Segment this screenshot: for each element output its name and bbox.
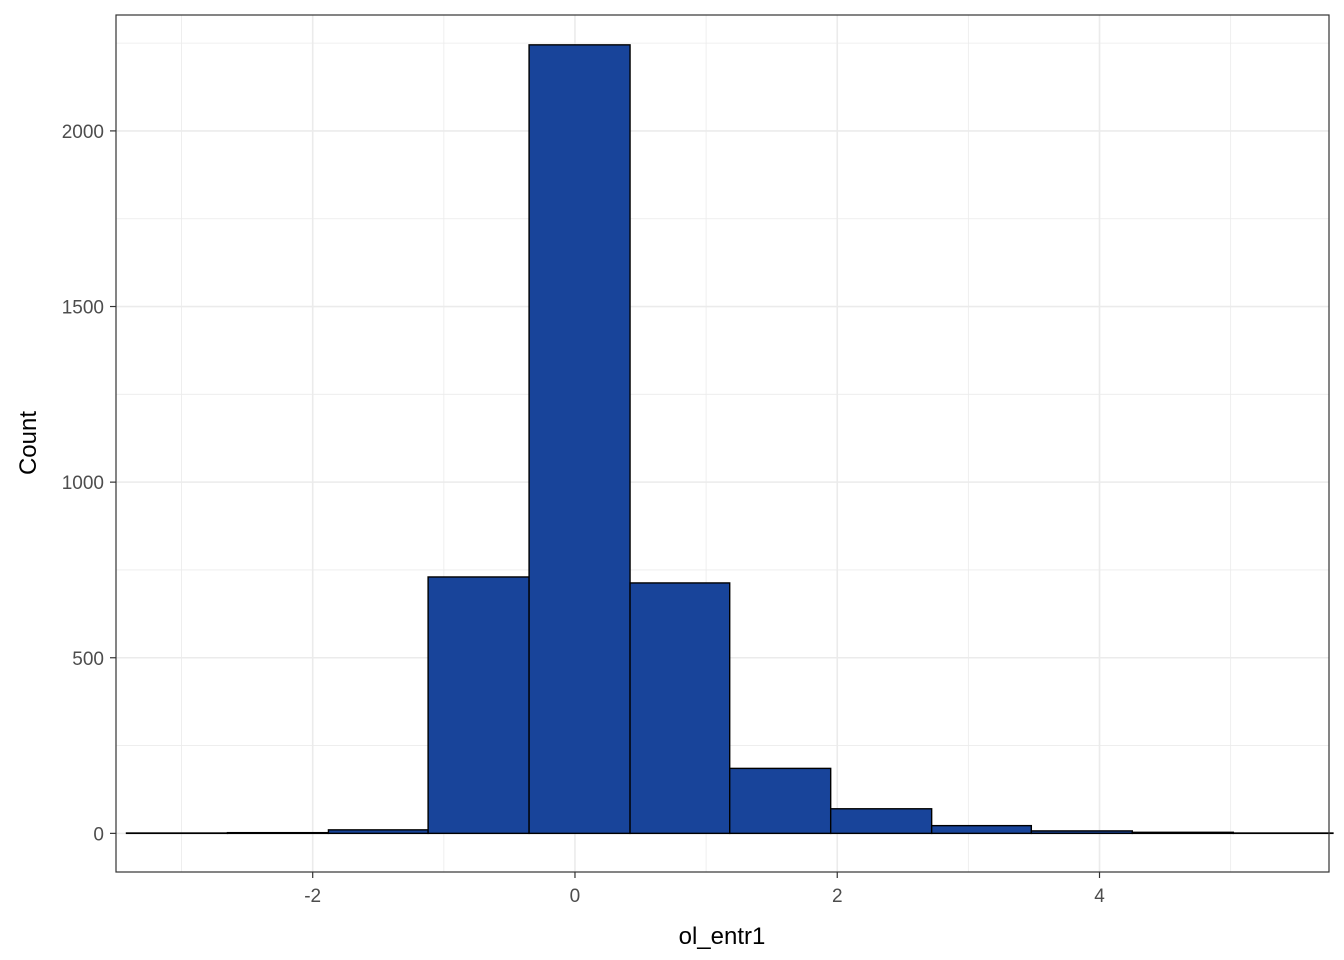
histogram-bar <box>629 582 731 835</box>
x-tick-label: 2 <box>832 886 843 907</box>
y-tick-label: 0 <box>93 824 104 845</box>
histogram-bar <box>226 831 330 835</box>
histogram-bar <box>1131 831 1234 835</box>
y-axis-ticks: 0 500 1000 1500 2000 <box>62 122 116 845</box>
x-tick-label: -2 <box>304 886 321 907</box>
y-tick-label: 500 <box>72 649 104 670</box>
x-tick-label: 4 <box>1094 886 1105 907</box>
y-tick-label: 1500 <box>62 298 104 319</box>
histogram-bar <box>829 808 933 835</box>
histogram-bar <box>427 576 530 835</box>
histogram-bar <box>1030 830 1133 835</box>
y-tick-label: 2000 <box>62 122 104 143</box>
panel-border <box>115 14 1330 873</box>
y-axis-title: Count <box>15 411 42 475</box>
histogram-bar <box>327 829 429 835</box>
histogram-bar <box>729 767 832 835</box>
histogram-bars <box>125 44 1334 835</box>
histogram-bar <box>930 824 1033 835</box>
x-tick-label: 0 <box>570 886 581 907</box>
x-axis-title: ol_entr1 <box>679 923 766 950</box>
y-tick-label: 1000 <box>62 473 104 494</box>
histogram-bar <box>528 44 631 835</box>
x-axis-ticks: -20246 <box>304 872 1105 907</box>
